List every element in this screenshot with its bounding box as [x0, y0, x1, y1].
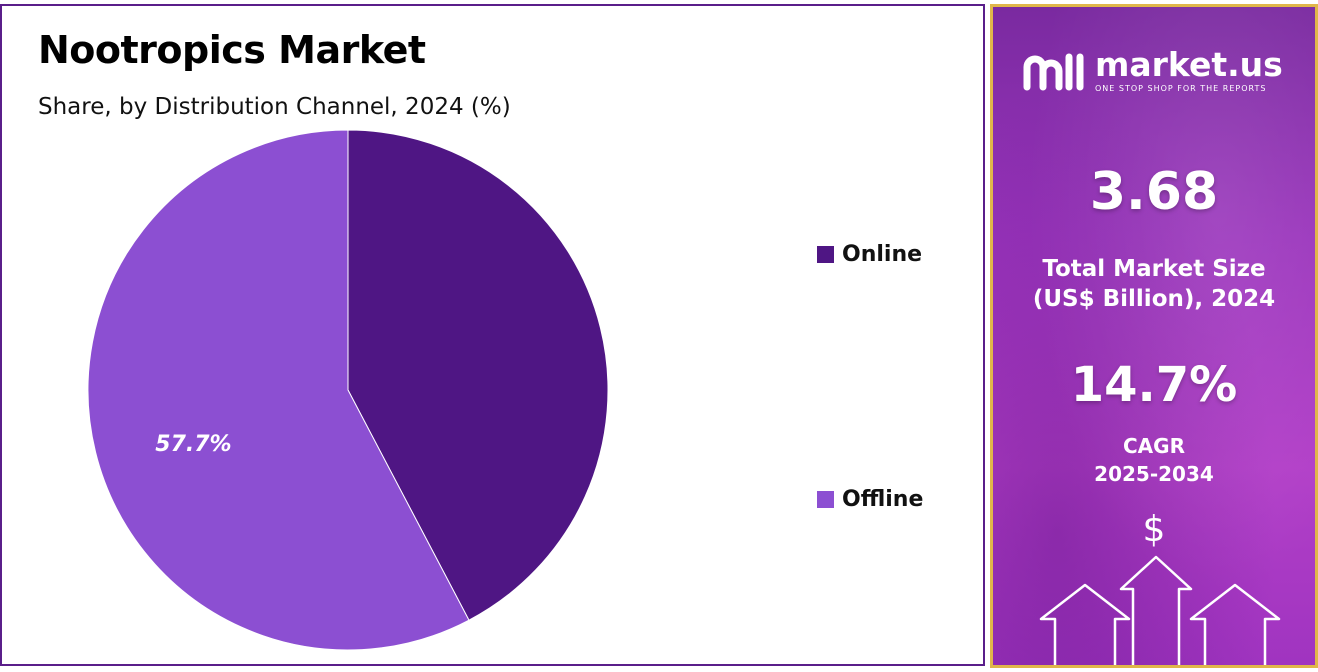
pie-chart: 57.7%	[87, 129, 609, 651]
dollar-icon: $	[1142, 509, 1166, 550]
panel-background	[993, 7, 1315, 665]
cagr-label: CAGR	[1123, 434, 1185, 458]
brand-tagline: ONE STOP SHOP FOR THE REPORTS	[1095, 83, 1267, 93]
cagr-value: 14.7%	[1070, 357, 1238, 413]
chart-title: Nootropics Market	[38, 28, 426, 72]
pie-slice-offline	[87, 129, 470, 651]
chart-subtitle: Share, by Distribution Channel, 2024 (%)	[38, 94, 511, 120]
growth-arrows-icon	[1039, 555, 1281, 665]
data-label-offline: 57.7%	[155, 432, 231, 457]
summary-panel: market.us ONE STOP SHOP FOR THE REPORTS …	[990, 4, 1318, 668]
pie-slice-online	[347, 129, 609, 621]
market-size-label-line2: (US$ Billion), 2024	[1032, 286, 1276, 312]
chart-panel: Nootropics Market Share, by Distribution…	[0, 4, 985, 666]
arrow-middle-icon	[1119, 555, 1193, 665]
legend-label-offline: Offline	[842, 487, 924, 512]
brand-logo: market.us ONE STOP SHOP FOR THE REPORTS	[1023, 47, 1283, 93]
market-size-label-line1: Total Market Size	[1042, 256, 1266, 282]
arrow-left-icon	[1039, 583, 1131, 665]
legend-item-offline: Offline	[817, 487, 923, 512]
legend-label-online: Online	[842, 242, 923, 267]
cagr-period: 2025-2034	[1094, 462, 1214, 486]
legend-item-online: Online	[817, 242, 922, 267]
market-us-logo-icon	[1023, 53, 1084, 91]
brand-name: market.us	[1095, 44, 1283, 84]
legend-swatch-online	[817, 246, 834, 263]
legend-swatch-offline	[817, 491, 834, 508]
arrow-right-icon	[1189, 583, 1281, 665]
market-size-value: 3.68	[1089, 162, 1219, 222]
